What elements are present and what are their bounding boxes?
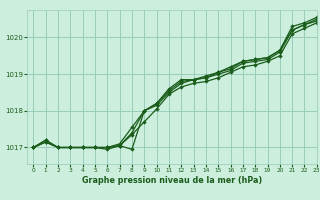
- X-axis label: Graphe pression niveau de la mer (hPa): Graphe pression niveau de la mer (hPa): [82, 176, 262, 185]
